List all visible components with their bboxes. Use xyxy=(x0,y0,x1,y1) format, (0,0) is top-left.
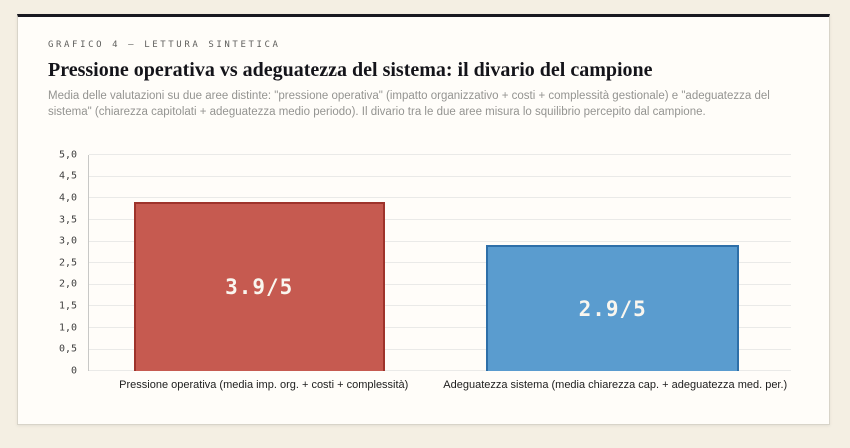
y-tick-label: 1,0 xyxy=(58,322,77,334)
y-tick-label: 3,0 xyxy=(58,235,77,247)
bar-adeguatezza-sistema: 2.9/5 xyxy=(486,245,740,371)
y-tick-label: 3,5 xyxy=(58,214,77,226)
chart-card: GRAFICO 4 — LETTURA SINTETICA Pressione … xyxy=(17,14,830,425)
gridline xyxy=(89,262,791,264)
gridline xyxy=(89,197,791,199)
chart-title: Pressione operativa vs adeguatezza del s… xyxy=(48,59,653,81)
y-axis: 5,0 4,5 4,0 3,5 3,0 2,5 2,0 1,5 1,0 0,5 0 xyxy=(48,149,88,376)
x-axis-labels: Pressione operativa (media imp. org. + c… xyxy=(88,371,791,391)
eyebrow-label: GRAFICO 4 — LETTURA SINTETICA xyxy=(48,40,281,50)
gridline xyxy=(89,175,791,177)
gridline xyxy=(89,370,791,372)
y-tick-label: 0 xyxy=(70,365,77,377)
gridline xyxy=(89,305,791,307)
y-tick-label: 2,0 xyxy=(58,278,77,290)
y-tick-label: 1,5 xyxy=(58,300,77,312)
bar-pressione-operativa: 3.9/5 xyxy=(133,202,385,371)
bar-value-label: 2.9/5 xyxy=(578,297,647,322)
gridline xyxy=(89,283,791,285)
gridline xyxy=(89,219,791,221)
gridline xyxy=(89,327,791,329)
gridline xyxy=(89,154,791,156)
x-axis-label-pressione: Pressione operativa (media imp. org. + c… xyxy=(119,378,409,391)
y-tick-label: 4,0 xyxy=(58,192,77,204)
y-tick-label: 2,5 xyxy=(58,257,77,269)
y-tick-label: 0,5 xyxy=(58,343,77,355)
plot-area: 3.9/5 2.9/5 xyxy=(88,154,791,372)
chart-subtitle: Media delle valutazioni su due aree dist… xyxy=(48,90,770,118)
bar-chart: 5,0 4,5 4,0 3,5 3,0 2,5 2,0 1,5 1,0 0,5 0 3.9/5 2.… xyxy=(48,149,799,376)
y-tick-label: 5,0 xyxy=(58,149,77,161)
gridline xyxy=(89,240,791,242)
y-tick-label: 4,5 xyxy=(58,170,77,182)
gridline xyxy=(89,348,791,350)
bar-value-label: 3.9/5 xyxy=(225,275,294,300)
x-axis-label-adeguatezza: Adeguatezza sistema (media chiarezza cap… xyxy=(443,378,788,391)
